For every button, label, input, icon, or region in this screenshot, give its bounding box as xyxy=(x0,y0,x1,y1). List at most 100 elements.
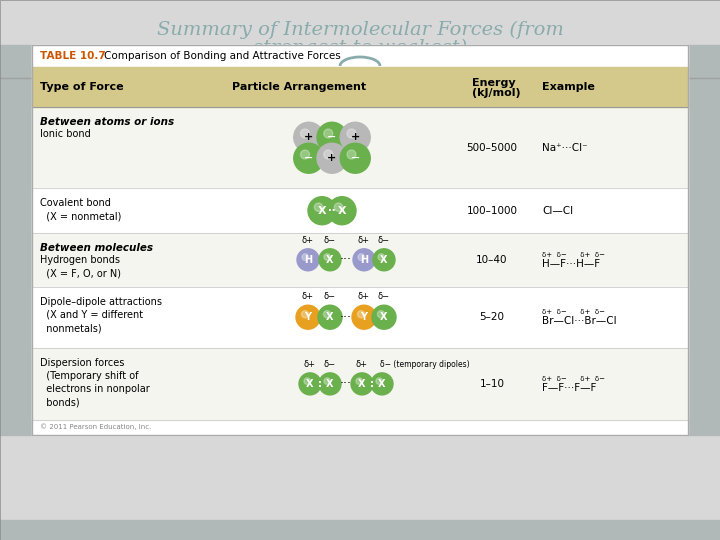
Text: δ+: δ+ xyxy=(356,360,368,369)
Text: δ−: δ− xyxy=(324,236,336,245)
Text: :: : xyxy=(370,379,374,389)
Text: X: X xyxy=(359,379,366,389)
Text: Energy: Energy xyxy=(472,78,516,88)
Circle shape xyxy=(323,310,330,318)
Circle shape xyxy=(319,249,341,271)
Text: © 2011 Pearson Education, Inc.: © 2011 Pearson Education, Inc. xyxy=(40,424,151,430)
Circle shape xyxy=(377,310,384,318)
Text: X: X xyxy=(380,255,388,265)
Circle shape xyxy=(347,150,356,159)
Text: δ−: δ− xyxy=(324,360,336,369)
Circle shape xyxy=(304,378,310,384)
Circle shape xyxy=(300,150,310,159)
Text: Dispersion forces
  (Temporary shift of
  electrons in nonpolar
  bonds): Dispersion forces (Temporary shift of el… xyxy=(40,358,150,407)
Bar xyxy=(32,67,688,107)
Text: δ+  δ−      δ+  δ−: δ+ δ− δ+ δ− xyxy=(542,252,605,258)
Text: X: X xyxy=(380,312,388,322)
Bar xyxy=(688,45,720,435)
Text: X: X xyxy=(318,206,326,215)
Text: ··: ·· xyxy=(328,206,336,215)
Text: −: − xyxy=(328,132,337,142)
Text: Br—Cl···Br—Cl: Br—Cl···Br—Cl xyxy=(542,316,616,326)
Text: +: + xyxy=(328,153,337,163)
Text: Na⁺···Cl⁻: Na⁺···Cl⁻ xyxy=(542,143,588,153)
Circle shape xyxy=(358,254,364,260)
Text: Ionic bond: Ionic bond xyxy=(40,129,91,139)
Circle shape xyxy=(300,129,310,138)
Circle shape xyxy=(373,249,395,271)
Circle shape xyxy=(328,197,356,225)
Text: Example: Example xyxy=(542,82,595,92)
Bar xyxy=(0,520,720,540)
Text: Hydrogen bonds
  (X = F, O, or N): Hydrogen bonds (X = F, O, or N) xyxy=(40,255,121,278)
Bar xyxy=(32,45,688,435)
Text: −: − xyxy=(304,153,313,163)
Text: Particle Arrangement: Particle Arrangement xyxy=(232,82,366,92)
Circle shape xyxy=(347,129,356,138)
Text: ···: ··· xyxy=(340,253,352,266)
Circle shape xyxy=(294,122,324,152)
Text: ···: ··· xyxy=(340,377,352,390)
Bar xyxy=(0,45,32,435)
Bar xyxy=(32,233,688,287)
Circle shape xyxy=(297,249,319,271)
Circle shape xyxy=(378,254,384,260)
Text: +: + xyxy=(304,132,313,142)
Text: δ+: δ+ xyxy=(358,292,370,301)
Text: −: − xyxy=(351,153,360,163)
Text: Dipole–dipole attractions
  (X and Y = different
  nonmetals): Dipole–dipole attractions (X and Y = dif… xyxy=(40,296,162,333)
Text: Y: Y xyxy=(305,312,312,322)
Text: X: X xyxy=(326,255,334,265)
Circle shape xyxy=(319,373,341,395)
Circle shape xyxy=(317,143,347,173)
Circle shape xyxy=(324,129,333,138)
Text: X: X xyxy=(326,379,334,389)
Text: δ−: δ− xyxy=(378,236,390,245)
Circle shape xyxy=(334,203,343,212)
Circle shape xyxy=(352,305,376,329)
Circle shape xyxy=(324,378,330,384)
Text: δ+  δ−      δ+  δ−: δ+ δ− δ+ δ− xyxy=(542,376,605,382)
Text: Y: Y xyxy=(361,312,367,322)
Circle shape xyxy=(315,203,323,212)
Circle shape xyxy=(356,378,363,384)
Text: Comparison of Bonding and Attractive Forces: Comparison of Bonding and Attractive For… xyxy=(104,51,341,61)
Text: 5–20: 5–20 xyxy=(480,312,505,322)
Circle shape xyxy=(299,373,321,395)
Circle shape xyxy=(372,305,396,329)
Text: Covalent bond
  (X = nonmetal): Covalent bond (X = nonmetal) xyxy=(40,199,122,222)
Circle shape xyxy=(318,305,342,329)
Bar xyxy=(32,287,688,348)
Circle shape xyxy=(308,197,336,225)
Bar xyxy=(32,188,688,233)
Text: δ+: δ+ xyxy=(358,236,370,245)
Text: H: H xyxy=(360,255,368,265)
Circle shape xyxy=(371,373,393,395)
Text: δ+: δ+ xyxy=(304,360,316,369)
Text: Between molecules: Between molecules xyxy=(40,243,153,253)
Text: 500–5000: 500–5000 xyxy=(467,143,518,153)
Circle shape xyxy=(296,305,320,329)
Text: X: X xyxy=(338,206,346,215)
Circle shape xyxy=(294,143,324,173)
Circle shape xyxy=(351,373,373,395)
Text: H—F···H—F: H—F···H—F xyxy=(542,259,600,269)
Text: δ−: δ− xyxy=(378,292,390,301)
Text: X: X xyxy=(326,312,334,322)
Text: :: : xyxy=(318,379,322,389)
Circle shape xyxy=(302,310,309,318)
Bar xyxy=(32,45,688,435)
Text: δ+  δ−      δ+  δ−: δ+ δ− δ+ δ− xyxy=(542,309,605,315)
Circle shape xyxy=(376,378,382,384)
Circle shape xyxy=(353,249,375,271)
Text: H: H xyxy=(304,255,312,265)
Bar xyxy=(32,348,688,420)
Text: 100–1000: 100–1000 xyxy=(467,206,518,215)
Circle shape xyxy=(324,254,330,260)
Circle shape xyxy=(341,122,370,152)
Text: F—F···F—F: F—F···F—F xyxy=(542,383,596,393)
Text: X: X xyxy=(378,379,386,389)
Circle shape xyxy=(302,254,309,260)
Text: δ+: δ+ xyxy=(302,292,314,301)
Text: Type of Force: Type of Force xyxy=(40,82,124,92)
